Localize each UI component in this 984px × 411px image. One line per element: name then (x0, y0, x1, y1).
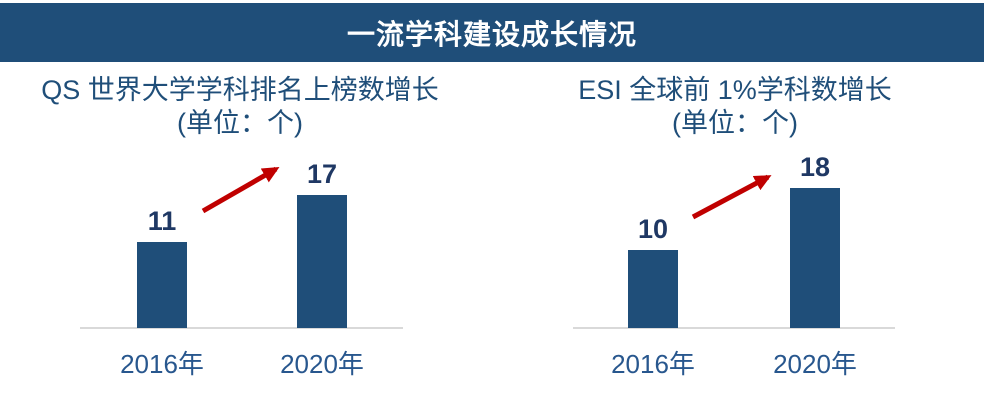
plot-area-qs: 11 2016年 17 2020年 (80, 150, 403, 378)
value-label-esi-2020: 18 (799, 151, 831, 182)
value-label-esi-2016: 10 (637, 214, 669, 244)
bar-qs-2020 (297, 195, 347, 328)
value-label-qs-2016: 11 (147, 206, 177, 237)
chart-title-esi: ESI 全球前 1%学科数增长 (单位：个) (535, 74, 935, 140)
value-label-qs-2020: 17 (306, 159, 338, 190)
chart-title-esi-line1: ESI 全球前 1%学科数增长 (578, 75, 892, 105)
x-axis-line-esi (573, 327, 895, 329)
bar-group-esi-2016: 10 2016年 (611, 215, 695, 378)
bar-group-esi-2020: 18 2020年 (773, 153, 857, 378)
chart-title-qs: QS 世界大学学科排名上榜数增长 (单位：个) (40, 74, 440, 140)
chart-title-qs-line1: QS 世界大学学科排名上榜数增长 (41, 75, 439, 105)
plot-area-esi: 10 2016年 18 2020年 (573, 150, 895, 378)
header-banner: 一流学科建设成长情况 (0, 3, 984, 62)
x-axis-line-qs (80, 327, 403, 329)
category-label-esi-2020: 2020年 (773, 349, 857, 379)
chart-title-qs-unit: (单位：个) (177, 108, 303, 138)
chart-title-esi-unit: (单位：个) (672, 108, 798, 138)
bar-esi-2020 (790, 187, 840, 328)
bar-group-qs-2020: 17 2020年 (280, 160, 364, 378)
category-label-qs-2016: 2016年 (120, 349, 204, 379)
category-label-esi-2016: 2016年 (611, 349, 695, 379)
page-title: 一流学科建设成长情况 (346, 18, 637, 50)
bar-qs-2016 (137, 242, 187, 328)
bar-esi-2016 (628, 250, 678, 328)
bar-group-qs-2016: 11 2016年 (120, 207, 204, 378)
category-label-qs-2020: 2020年 (280, 349, 364, 379)
